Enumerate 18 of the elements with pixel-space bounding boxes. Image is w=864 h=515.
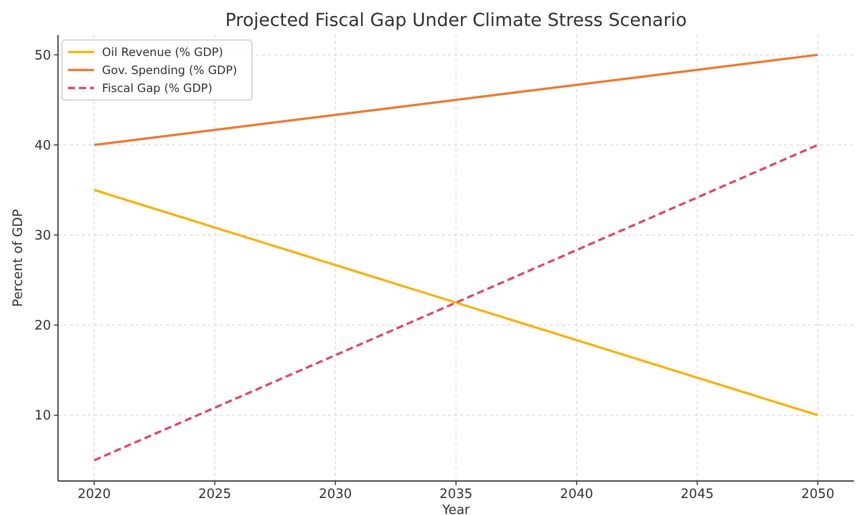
x-tick-label: 2030	[318, 487, 352, 502]
x-tick-label: 2045	[680, 487, 714, 502]
x-tick-label: 2020	[78, 487, 111, 502]
y-tick-label: 50	[34, 48, 51, 64]
y-tick-label: 30	[34, 228, 51, 244]
y-axis-title: Percent of GDP	[11, 209, 26, 307]
x-tick-label: 2035	[439, 487, 473, 502]
y-tick-label: 10	[34, 408, 51, 424]
legend-label: Oil Revenue (% GDP)	[102, 45, 224, 59]
y-tick-label: 20	[34, 318, 51, 334]
x-axis-title: Year	[441, 503, 470, 515]
x-tick-label: 2050	[801, 487, 834, 502]
x-tick-label: 2025	[198, 487, 232, 502]
legend-label: Gov. Spending (% GDP)	[102, 63, 238, 77]
legend-label: Fiscal Gap (% GDP)	[102, 81, 212, 95]
chart-title: Projected Fiscal Gap Under Climate Stress Scenario	[225, 10, 687, 31]
y-tick-label: 40	[34, 138, 51, 154]
x-tick-label: 2040	[560, 487, 594, 502]
